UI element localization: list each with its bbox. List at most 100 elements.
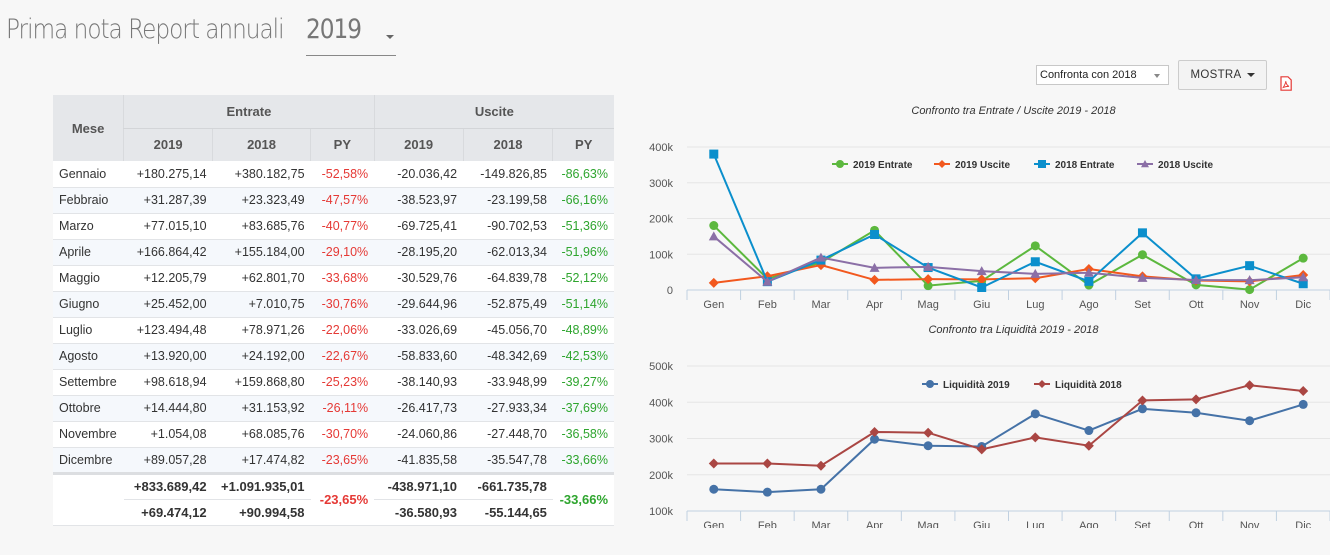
group-header-uscite: Uscite <box>373 95 614 129</box>
legend-label: 2019 Entrate <box>853 160 913 171</box>
uscite-py-cell: -51,96% <box>552 239 614 266</box>
data-point <box>869 426 880 437</box>
table-row: Febbraio +31.287,39 +23.323,49 -47,57% -38.5… <box>53 187 614 214</box>
uscite-2019-cell: -58.833,60 <box>374 343 464 370</box>
entrate-2018-cell: +83.685,76 <box>212 213 311 240</box>
entrate-py-cell: -22,67% <box>310 343 375 370</box>
entrate-2019-cell: +25.452,00 <box>123 291 213 318</box>
data-point <box>1244 380 1255 391</box>
page-title: Prima nota Report annuali <box>6 14 285 45</box>
data-point <box>762 458 773 469</box>
chevron-down-icon <box>386 35 394 39</box>
uscite-py-cell: -66,16% <box>552 187 614 214</box>
y-tick-label: 500k <box>649 361 673 373</box>
x-tick-label: Lug <box>1026 520 1044 528</box>
data-point <box>1030 241 1040 251</box>
entrate-2018-cell: +17.474,82 <box>212 447 311 474</box>
data-point <box>708 458 719 469</box>
data-point <box>1137 228 1147 238</box>
legend-item: Liquidità 2018 <box>1034 380 1122 391</box>
data-point <box>1298 279 1308 289</box>
uscite-2019-cell: -29.644,96 <box>374 291 464 318</box>
uscite-2018-cell: -27.448,70 <box>463 421 553 448</box>
series-2019-entrate <box>709 221 1308 295</box>
x-tick-label: Giu <box>973 299 990 311</box>
year-select-value: 2019 <box>306 14 362 45</box>
show-button[interactable]: MOSTRA <box>1178 60 1267 90</box>
series-2018-uscite <box>708 231 1309 286</box>
x-tick-label: Set <box>1134 520 1151 528</box>
total-uscite-2019: -438.971,10 <box>374 471 464 500</box>
entrate-py-cell: -52,58% <box>310 161 375 188</box>
y-tick-label: 400k <box>649 142 673 154</box>
uscite-py-cell: -42,53% <box>552 343 614 370</box>
data-point <box>1084 276 1094 286</box>
total-uscite-2018: -661.735,78 <box>463 471 553 500</box>
month-cell: Marzo <box>53 213 124 240</box>
data-point <box>870 434 880 444</box>
data-point <box>1137 272 1148 282</box>
uscite-py-cell: -33,66% <box>552 447 614 474</box>
x-tick-label: Ott <box>1189 299 1204 311</box>
data-point <box>869 274 880 285</box>
table-row: Marzo +77.015,10 +83.685,76 -40,77% -69.725,… <box>53 213 614 240</box>
compare-year-select[interactable]: Confronta con 2018 <box>1036 65 1169 85</box>
month-cell: Agosto <box>53 343 124 370</box>
entrate-py-cell: -23,65% <box>310 447 375 474</box>
data-point <box>762 276 773 286</box>
entrate-uscite-chart: Confronto tra Entrate / Uscite 2019 - 20… <box>649 105 1330 311</box>
report-table: Mese Entrate Uscite 2019 2018 PY 2019 20… <box>53 95 614 526</box>
caret-down-icon <box>1246 72 1255 77</box>
entrate-2018-cell: +68.085,76 <box>212 421 311 448</box>
data-point <box>923 261 934 271</box>
data-point <box>1191 408 1201 418</box>
year-select[interactable]: 2019 <box>306 14 396 56</box>
uscite-2019-cell: -30.529,76 <box>374 265 464 292</box>
legend-label: 2019 Uscite <box>955 160 1010 171</box>
table-row: Maggio +12.205,79 +62.801,70 -33,68% -30.529… <box>53 265 614 292</box>
compare-year-value: Confronta con 2018 <box>1040 69 1137 81</box>
uscite-2018-cell: -45.056,70 <box>463 317 553 344</box>
data-point <box>1084 426 1094 436</box>
data-point <box>1083 267 1094 277</box>
uscite-2019-cell: -20.036,42 <box>374 161 464 188</box>
uscite-2018-cell: -62.013,34 <box>463 239 553 266</box>
col-header-entrate-2019: 2019 <box>123 128 213 161</box>
data-point <box>1191 275 1202 285</box>
legend-label: 2018 Uscite <box>1158 160 1213 171</box>
entrate-2019-cell: +77.015,10 <box>123 213 213 240</box>
total-entrate-2019: +833.689,42 <box>123 471 213 500</box>
series-line <box>713 235 1304 283</box>
data-point <box>1030 409 1040 419</box>
month-cell: Luglio <box>53 317 124 344</box>
month-cell: Aprile <box>53 239 124 266</box>
uscite-2018-cell: -149.826,85 <box>463 161 553 188</box>
averages-row: +69.474,12 +90.994,58 -36.580,93 -55.144… <box>53 499 614 526</box>
page-header: Prima nota Report annuali <box>6 14 329 45</box>
x-tick-label: Nov <box>1240 520 1260 528</box>
legend-label: 2018 Entrate <box>1055 160 1115 171</box>
y-tick-label: 0 <box>667 285 673 297</box>
month-cell: Novembre <box>53 421 124 448</box>
uscite-2018-cell: -23.199,58 <box>463 187 553 214</box>
uscite-py-cell: -52,12% <box>552 265 614 292</box>
uscite-2019-cell: -69.725,41 <box>374 213 464 240</box>
entrate-2018-cell: +31.153,92 <box>212 395 311 422</box>
data-point <box>1245 416 1255 426</box>
data-point <box>976 274 987 285</box>
y-tick-label: 400k <box>649 397 673 409</box>
data-point <box>976 266 987 276</box>
data-point <box>1298 399 1308 409</box>
data-point <box>1137 250 1147 260</box>
entrate-2018-cell: +23.323,49 <box>212 187 311 214</box>
pdf-icon[interactable] <box>1280 76 1292 91</box>
col-header-uscite-py: PY <box>552 128 614 161</box>
data-point <box>709 149 719 159</box>
entrate-py-cell: -30,76% <box>310 291 375 318</box>
data-point <box>762 487 772 497</box>
y-tick-label: 100k <box>649 506 673 518</box>
entrate-2019-cell: +13.920,00 <box>123 343 213 370</box>
x-tick-label: Mag <box>917 520 938 528</box>
legend-item: 2019 Entrate <box>832 160 913 171</box>
x-tick-label: Feb <box>758 299 777 311</box>
